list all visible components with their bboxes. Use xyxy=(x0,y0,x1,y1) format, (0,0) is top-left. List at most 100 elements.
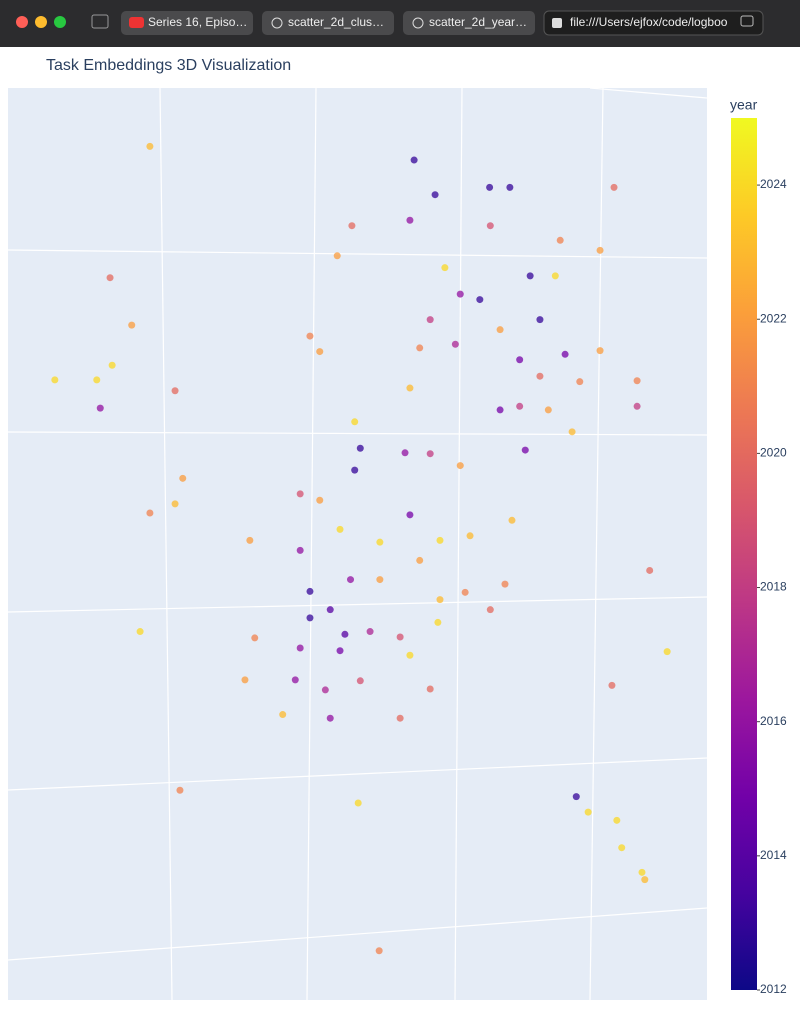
point xyxy=(461,588,469,596)
point xyxy=(426,316,434,324)
tab-label: scatter_2d_clus… xyxy=(288,15,384,29)
point xyxy=(171,387,179,395)
point xyxy=(291,676,299,684)
point xyxy=(179,474,187,482)
point xyxy=(176,786,184,794)
point xyxy=(561,350,569,358)
scene-grid-line xyxy=(589,87,604,1001)
point xyxy=(128,321,136,329)
point xyxy=(306,614,314,622)
scene-grid-line xyxy=(7,431,708,436)
colorbar xyxy=(731,118,757,990)
point xyxy=(296,644,304,652)
point xyxy=(521,446,529,454)
address-text: file:///Users/ejfox/code/logboo xyxy=(570,15,728,29)
point xyxy=(568,428,576,436)
point xyxy=(641,876,649,884)
point xyxy=(136,628,144,636)
point xyxy=(436,596,444,604)
point xyxy=(406,384,414,392)
point xyxy=(466,532,474,540)
point xyxy=(441,264,449,272)
tab[interactable]: Series 16, Episo… xyxy=(121,11,253,35)
point xyxy=(106,274,114,282)
point xyxy=(476,296,484,304)
point xyxy=(526,272,534,280)
point xyxy=(336,525,344,533)
point xyxy=(333,252,341,260)
point xyxy=(246,536,254,544)
point xyxy=(348,222,356,230)
scene-grid-line xyxy=(306,87,317,1001)
tab-label: scatter_2d_year… xyxy=(429,15,527,29)
point xyxy=(416,556,424,564)
point xyxy=(544,406,552,414)
point xyxy=(633,402,641,410)
point xyxy=(596,246,604,254)
point xyxy=(321,686,329,694)
point xyxy=(341,630,349,638)
scene-grid-line xyxy=(7,757,708,791)
tab-icon xyxy=(552,18,562,28)
point xyxy=(451,340,459,348)
point xyxy=(584,808,592,816)
tab-background xyxy=(262,11,394,35)
point xyxy=(426,450,434,458)
tab-overview-icon[interactable] xyxy=(740,15,754,27)
point xyxy=(146,509,154,517)
point xyxy=(376,576,384,584)
colorbar-tick-label: 2014 xyxy=(760,848,787,862)
sidebar-icon[interactable] xyxy=(91,14,109,29)
point xyxy=(486,183,494,191)
tab-label: Series 16, Episo… xyxy=(148,15,247,29)
point xyxy=(416,344,424,352)
close-button[interactable] xyxy=(16,16,28,28)
scene-grid-line xyxy=(159,87,173,1001)
point xyxy=(296,490,304,498)
point xyxy=(251,634,259,642)
scene-grid-line xyxy=(454,87,463,1001)
point xyxy=(366,628,374,636)
point xyxy=(516,356,524,364)
points xyxy=(51,142,671,955)
point xyxy=(608,681,616,689)
point xyxy=(396,633,404,641)
point xyxy=(306,332,314,340)
point xyxy=(326,714,334,722)
zoom-button[interactable] xyxy=(54,16,66,28)
point xyxy=(316,496,324,504)
colorbar-tick-label: 2018 xyxy=(760,580,787,594)
colorbar-tick-label: 2024 xyxy=(760,177,787,191)
tab[interactable]: scatter_2d_year… xyxy=(403,11,535,35)
colorbar-tick-label: 2016 xyxy=(760,714,787,728)
point xyxy=(496,326,504,334)
point xyxy=(506,183,514,191)
point xyxy=(410,156,418,164)
address-tab[interactable]: file:///Users/ejfox/code/logboo xyxy=(543,10,764,36)
tab[interactable]: scatter_2d_clus… xyxy=(262,11,394,35)
point xyxy=(241,676,249,684)
point xyxy=(576,378,584,386)
tab-icon xyxy=(271,17,283,29)
colorbar-tick-label: 2020 xyxy=(760,446,787,460)
tab-icon xyxy=(412,17,424,29)
point xyxy=(486,606,494,614)
scene-grid-line xyxy=(589,87,708,99)
colorbar-tick-label: 2012 xyxy=(760,982,787,996)
point xyxy=(572,793,580,801)
tab-background xyxy=(403,11,535,35)
scene-grid-line xyxy=(7,249,708,259)
point xyxy=(336,647,344,655)
point xyxy=(326,606,334,614)
point xyxy=(96,404,104,412)
point xyxy=(406,216,414,224)
point xyxy=(596,347,604,355)
point xyxy=(431,191,439,199)
tab-background xyxy=(121,11,253,35)
point xyxy=(376,538,384,546)
point xyxy=(401,449,409,457)
minimize-button[interactable] xyxy=(35,16,47,28)
point xyxy=(501,580,509,588)
point xyxy=(456,290,464,298)
